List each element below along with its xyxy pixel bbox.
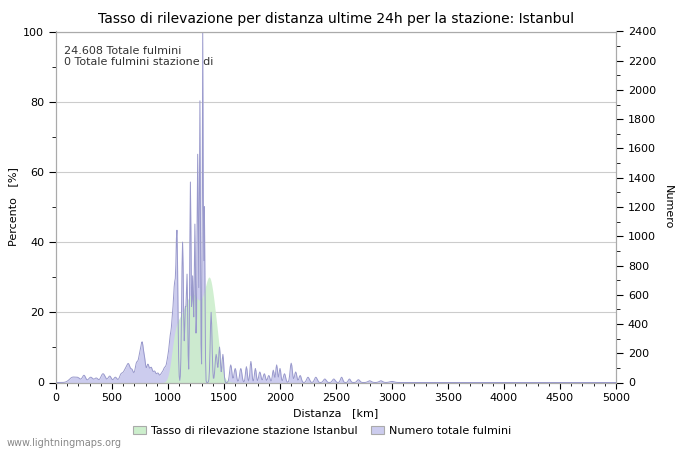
Y-axis label: Numero: Numero [663,185,673,229]
Legend: Tasso di rilevazione stazione Istanbul, Numero totale fulmini: Tasso di rilevazione stazione Istanbul, … [129,421,515,440]
Text: 24.608 Totale fulmini
0 Totale fulmini stazione di: 24.608 Totale fulmini 0 Totale fulmini s… [64,45,214,67]
Y-axis label: Percento   [%]: Percento [%] [8,167,18,247]
Title: Tasso di rilevazione per distanza ultime 24h per la stazione: Istanbul: Tasso di rilevazione per distanza ultime… [98,12,574,26]
Text: www.lightningmaps.org: www.lightningmaps.org [7,438,122,448]
X-axis label: Distanza   [km]: Distanza [km] [293,409,379,419]
